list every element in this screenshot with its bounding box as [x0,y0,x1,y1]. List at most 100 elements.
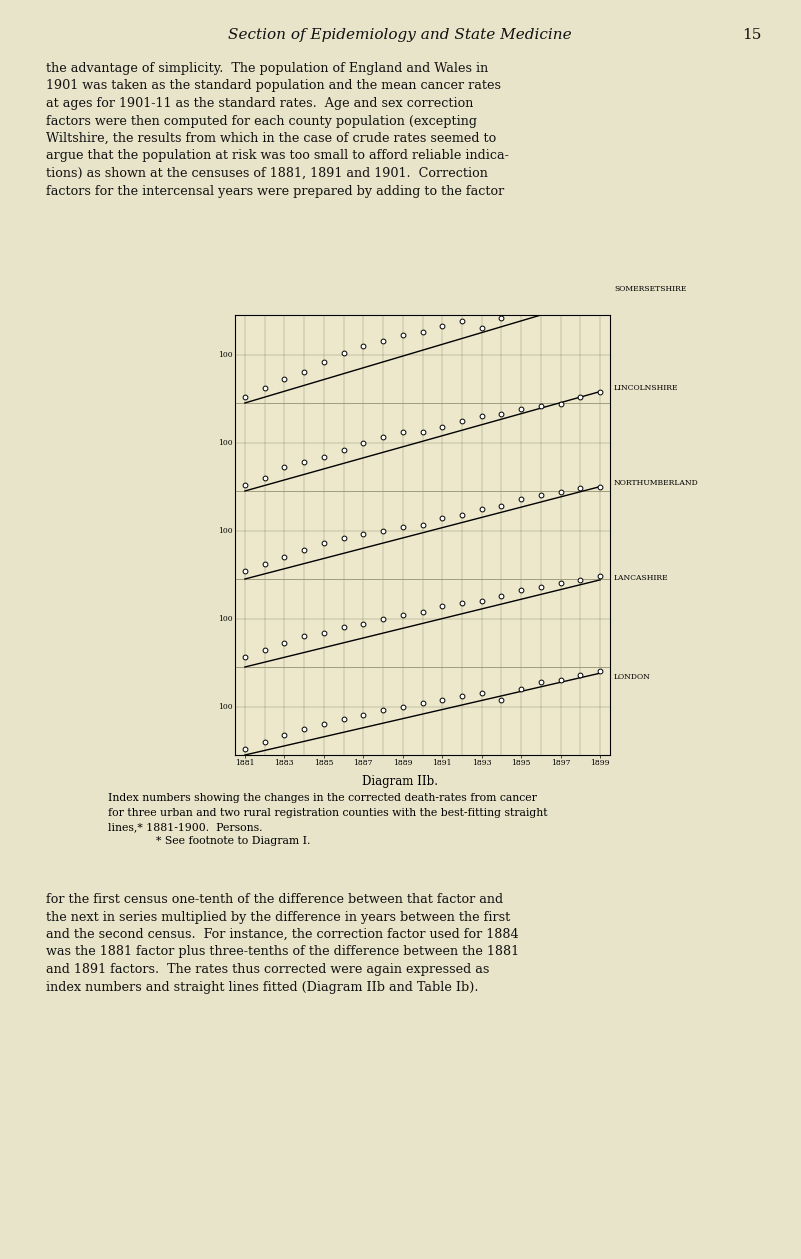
Point [278,546,291,567]
Text: * See footnote to Diagram I.: * See footnote to Diagram I. [156,836,311,846]
Point [357,336,370,356]
Text: NORTHUMBERLAND: NORTHUMBERLAND [614,480,698,487]
Text: and 1891 factors.  The rates thus corrected were again expressed as: and 1891 factors. The rates thus correct… [46,963,489,976]
Text: index numbers and straight lines fitted (Diagram IIb and Table Ib).: index numbers and straight lines fitted … [46,981,478,993]
Text: 100: 100 [218,614,232,623]
Point [298,540,311,560]
Text: for three urban and two rural registration counties with the best-fitting straig: for three urban and two rural registrati… [108,807,548,817]
Point [515,580,528,601]
Point [396,517,409,538]
Text: LONDON: LONDON [614,672,651,681]
Point [554,292,567,312]
Point [574,665,587,685]
Point [239,562,252,582]
Point [436,509,449,529]
Point [456,686,469,706]
Point [376,427,389,447]
Point [258,641,271,661]
Point [416,422,429,442]
Point [495,690,508,710]
Point [534,395,547,415]
Text: 100: 100 [218,350,232,359]
Point [534,298,547,319]
Point [396,325,409,345]
Text: at ages for 1901-11 as the standard rates.  Age and sex correction: at ages for 1901-11 as the standard rate… [46,97,473,110]
Point [515,679,528,699]
Point [239,647,252,667]
Point [574,570,587,590]
Point [317,714,330,734]
Point [574,478,587,499]
Point [594,381,606,402]
Point [278,633,291,653]
Point [337,342,350,363]
Point [495,307,508,327]
Point [258,731,271,752]
Point [554,482,567,502]
Text: 1901 was taken as the standard population and the mean cancer rates: 1901 was taken as the standard populatio… [46,79,501,92]
Point [456,505,469,525]
Point [357,524,370,544]
Point [376,520,389,540]
Text: was the 1881 factor plus three-tenths of the difference between the 1881: was the 1881 factor plus three-tenths of… [46,946,519,958]
Point [554,670,567,690]
Point [278,369,291,389]
Text: Section of Epidemiology and State Medicine: Section of Epidemiology and State Medici… [228,28,572,42]
Point [594,661,606,681]
Text: 15: 15 [743,28,762,42]
Point [554,394,567,414]
Point [495,585,508,606]
Text: Diagram IIb.: Diagram IIb. [363,776,438,788]
Point [515,399,528,419]
Point [416,602,429,622]
Point [317,351,330,371]
Point [456,412,469,432]
Text: and the second census.  For instance, the correction factor used for 1884: and the second census. For instance, the… [46,928,518,940]
Point [495,404,508,424]
Point [317,533,330,553]
Point [357,614,370,635]
Text: the advantage of simplicity.  The population of England and Wales in: the advantage of simplicity. The populat… [46,62,489,76]
Text: factors for the intercensal years were prepared by adding to the factor: factors for the intercensal years were p… [46,185,505,198]
Point [298,719,311,739]
Point [239,739,252,759]
Point [456,593,469,613]
Point [298,452,311,472]
Text: tions) as shown at the censuses of 1881, 1891 and 1901.  Correction: tions) as shown at the censuses of 1881,… [46,167,488,180]
Point [475,590,488,611]
Text: 100: 100 [218,526,232,535]
Point [436,690,449,710]
Point [515,302,528,322]
Text: LINCOLNSHIRE: LINCOLNSHIRE [614,384,678,392]
Point [456,311,469,331]
Point [337,709,350,729]
Point [258,378,271,398]
Point [594,476,606,496]
Text: argue that the population at risk was too small to afford reliable indica-: argue that the population at risk was to… [46,150,509,162]
Point [475,319,488,339]
Point [416,321,429,341]
Point [594,567,606,587]
Point [515,488,528,509]
Point [239,387,252,407]
Point [239,475,252,495]
Point [396,696,409,716]
Text: lines,* 1881-1900.  Persons.: lines,* 1881-1900. Persons. [108,822,263,832]
Text: the next in series multiplied by the difference in years between the first: the next in series multiplied by the dif… [46,910,510,924]
Point [436,316,449,336]
Point [396,422,409,442]
Point [436,597,449,617]
Text: factors were then computed for each county population (excepting: factors were then computed for each coun… [46,115,477,127]
Text: SOMERSETSHIRE: SOMERSETSHIRE [614,285,686,292]
Point [574,290,587,310]
Point [594,281,606,301]
Point [416,692,429,713]
Text: Wiltshire, the results from which in the case of crude rates seemed to: Wiltshire, the results from which in the… [46,132,497,145]
Point [298,626,311,646]
Point [337,528,350,548]
Point [258,554,271,574]
Point [534,577,547,597]
Point [396,606,409,626]
Text: 100: 100 [218,703,232,710]
Point [495,496,508,516]
